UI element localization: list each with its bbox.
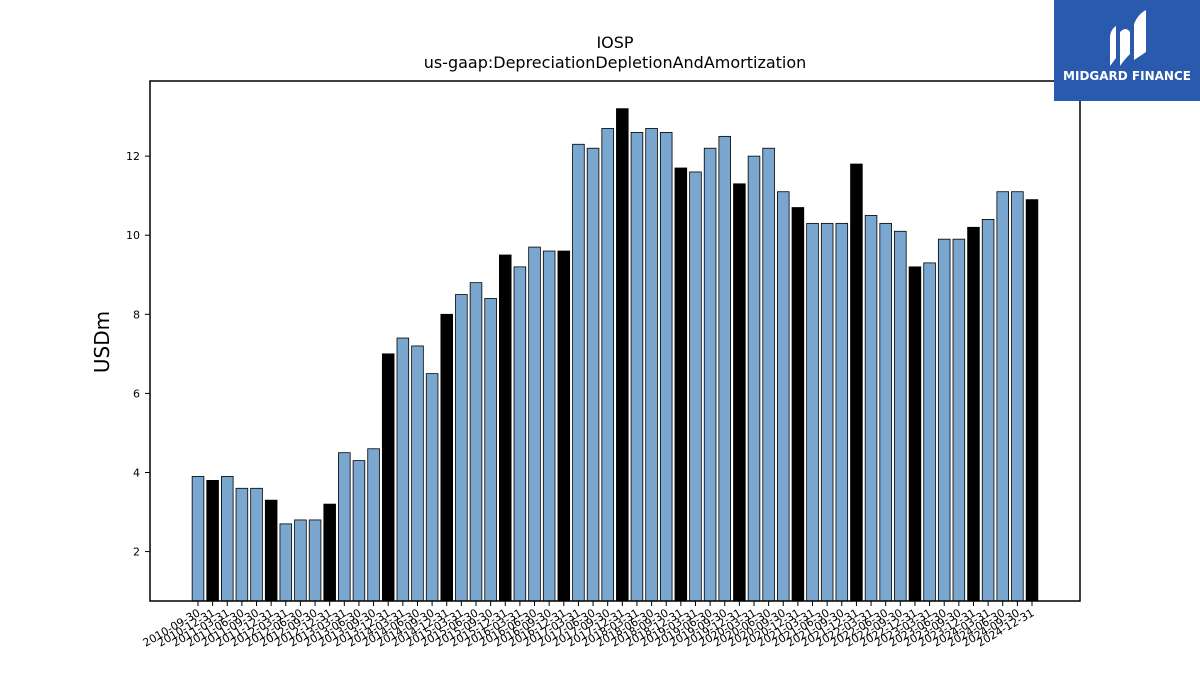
- bar-2017-12-31: [616, 108, 629, 602]
- bar-2016-06-30: [528, 246, 541, 602]
- bar-2011-12-31: [264, 499, 278, 602]
- bar-2021-09-30: [835, 222, 849, 602]
- chart-subtitle: us-gaap:DepreciationDepletionAndAmortiza…: [424, 53, 807, 72]
- bar-2012-09-30: [308, 519, 322, 602]
- bar-2013-09-30: [367, 448, 380, 602]
- bar-2016-12-31: [557, 250, 571, 602]
- bar-2017-06-30: [586, 147, 600, 602]
- bars-group: [191, 108, 1039, 602]
- bar-2018-03-31: [630, 132, 644, 602]
- bar-2015-09-30: [484, 298, 497, 602]
- bar-2013-06-30: [352, 460, 366, 602]
- bar-2023-06-30: [937, 238, 951, 602]
- bar-2023-03-31: [923, 262, 936, 602]
- bar-2012-06-30: [294, 519, 307, 602]
- bar-2024-06-30: [996, 191, 1009, 602]
- y-tick-label: 8: [133, 308, 140, 321]
- bar-2019-03-31: [689, 171, 702, 602]
- plot-frame: [149, 80, 1081, 602]
- y-tick-label: 10: [126, 229, 140, 242]
- bar-2024-12-31: [1025, 199, 1039, 602]
- bar-2014-09-30: [425, 373, 439, 602]
- bar-2021-03-31: [806, 222, 819, 602]
- bar-2016-09-30: [542, 250, 556, 602]
- bar-2016-03-31: [513, 266, 527, 602]
- bar-2017-09-30: [601, 128, 614, 602]
- bar-2012-03-31: [279, 523, 293, 602]
- bar-2014-03-31: [396, 337, 410, 602]
- bar-2015-06-30: [469, 282, 483, 602]
- bar-2021-06-30: [820, 222, 834, 602]
- bar-2018-12-31: [674, 167, 688, 602]
- bar-2022-09-30: [894, 230, 907, 602]
- bar-2023-12-31: [967, 226, 980, 602]
- bar-2019-06-30: [703, 147, 717, 602]
- bar-2022-12-31: [908, 266, 922, 602]
- y-tick-label: 4: [133, 466, 140, 479]
- bar-2020-06-30: [762, 147, 775, 602]
- y-axis-label: USDm: [90, 311, 114, 373]
- bar-2024-03-31: [981, 218, 995, 602]
- bar-2023-09-30: [952, 238, 966, 602]
- logo-text: MIDGARD FINANCE: [1063, 69, 1191, 83]
- bar-2014-06-30: [411, 345, 424, 602]
- bar-2019-12-31: [733, 183, 746, 602]
- bar-2022-06-30: [879, 222, 892, 602]
- midgard-finance-logo: MIDGARD FINANCE: [1054, 0, 1200, 101]
- logo-mark-icon: [1110, 10, 1146, 66]
- bar-2020-09-30: [777, 191, 790, 602]
- bar-2012-12-31: [323, 503, 336, 602]
- bar-2022-03-31: [864, 215, 878, 602]
- bar-2010-12-31: [206, 479, 219, 602]
- bar-2011-06-30: [235, 487, 249, 602]
- bar-2021-12-31: [850, 163, 863, 602]
- bar-2013-12-31: [381, 353, 395, 602]
- bar-2019-09-30: [718, 135, 731, 602]
- bar-2011-09-30: [250, 487, 263, 602]
- x-axis: 2010-09-302010-12-312011-03-312011-06-30…: [141, 601, 1037, 650]
- bar-2018-09-30: [659, 132, 673, 602]
- y-axis: 2 4 6 8 10 12: [126, 150, 150, 559]
- bar-2020-03-31: [747, 155, 761, 602]
- bar-2014-12-31: [440, 313, 453, 602]
- bar-2017-03-31: [572, 143, 585, 602]
- chart-title: IOSP: [596, 33, 633, 52]
- bar-2015-03-31: [455, 294, 468, 602]
- bar-2020-12-31: [791, 207, 805, 602]
- bar-2013-03-31: [338, 452, 351, 602]
- y-tick-label: 2: [133, 546, 140, 559]
- bar-2010-09-30: [191, 476, 205, 602]
- bar-2015-12-31: [499, 254, 512, 602]
- y-tick-label: 6: [133, 387, 140, 400]
- bar-2024-09-30: [1011, 191, 1024, 602]
- bar-2018-06-30: [645, 128, 658, 602]
- y-tick-label: 12: [126, 150, 140, 163]
- bar-2011-03-31: [221, 476, 234, 602]
